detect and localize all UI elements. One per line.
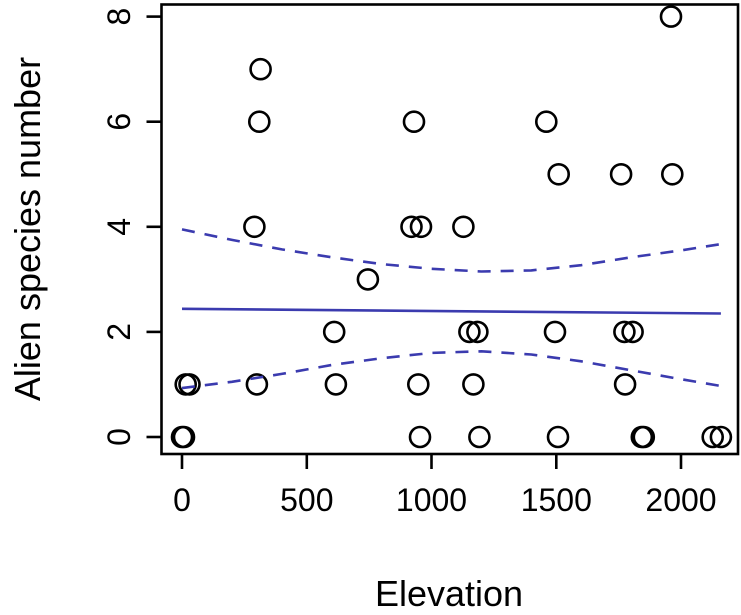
y-tick-label: 0	[101, 428, 137, 446]
data-point	[621, 320, 644, 344]
x-axis: 0 500 1000 1500 2000	[173, 454, 717, 518]
confidence-upper	[181, 228, 722, 273]
data-point	[178, 373, 201, 396]
y-tick-label: 4	[101, 218, 137, 236]
y-axis-title: Alien species number	[7, 57, 48, 401]
data-point	[406, 373, 430, 396]
confidence-band	[181, 228, 722, 390]
data-point	[245, 373, 269, 396]
data-point	[322, 320, 346, 344]
data-point	[701, 425, 725, 449]
data-point	[468, 425, 491, 449]
data-point	[466, 320, 489, 344]
y-tick-label: 8	[101, 8, 137, 26]
x-tick-label: 0	[173, 482, 191, 518]
y-tick-label: 2	[101, 323, 137, 341]
data-point	[247, 110, 271, 133]
data-point	[534, 110, 558, 133]
x-tick-label: 1500	[521, 482, 592, 518]
data-point	[324, 373, 348, 396]
data-point	[660, 163, 684, 186]
data-point	[543, 320, 567, 344]
data-point	[243, 215, 266, 239]
x-tick-label: 2000	[645, 482, 716, 518]
data-point	[356, 268, 380, 291]
x-axis-title: Elevation	[375, 573, 523, 614]
regression-line	[181, 307, 721, 315]
data-point	[402, 110, 426, 133]
data-point	[547, 163, 571, 186]
data-point	[659, 5, 683, 28]
data-point	[462, 373, 485, 396]
x-tick-label: 500	[280, 482, 333, 518]
x-tick-label: 1000	[396, 482, 467, 518]
data-point	[609, 163, 633, 186]
y-axis: 0 2 4 6 8	[101, 8, 162, 446]
data-point	[452, 215, 475, 239]
data-points	[170, 5, 733, 449]
y-tick-label: 6	[101, 113, 137, 131]
data-point	[613, 320, 636, 344]
plot-frame	[160, 3, 740, 456]
data-point	[709, 425, 733, 449]
data-point	[409, 215, 433, 239]
data-point	[613, 373, 637, 396]
data-point	[546, 425, 570, 449]
data-point	[249, 57, 272, 81]
data-point	[408, 425, 432, 449]
data-point	[400, 215, 423, 239]
data-point	[632, 425, 656, 449]
data-point	[172, 425, 196, 449]
confidence-lower	[181, 349, 722, 390]
fit-line	[181, 307, 721, 315]
data-point	[458, 320, 481, 344]
